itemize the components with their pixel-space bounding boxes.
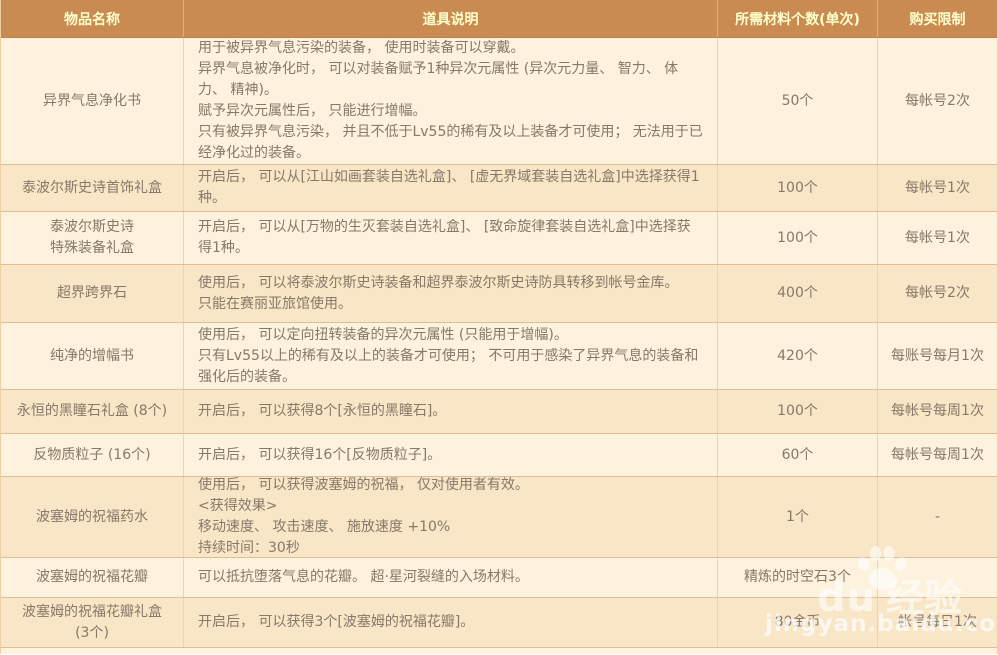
- item-description-cell: 用于被异界气息污染的装备， 使用时装备可以穿戴。 异界气息被净化时， 可以对装备…: [184, 38, 718, 164]
- table-row: 永恒的黑瞳石礼盒 (8个) 开启后， 可以获得8个[永恒的黑瞳石]。 100个 …: [1, 390, 997, 434]
- description-paragraph: 使用后， 可以将泰波尔斯史诗装备和超界泰波尔斯史诗防具转移到帐号金库。: [198, 274, 679, 291]
- item-description-cell: 开启后， 可以获得8个[永恒的黑瞳石]。: [184, 390, 718, 433]
- table-header-row: 物品名称 道具说明 所需材料个数(单次) 购买限制: [1, 0, 997, 38]
- item-name-cell: 波塞姆的祝福花瓣: [1, 558, 184, 597]
- item-name-cell: 泰波尔斯史诗 特殊装备礼盒: [1, 212, 184, 264]
- purchase-limit-cell: 帐号每日1次: [898, 614, 977, 630]
- material-count-cell: 精炼的时空石3个: [718, 558, 878, 597]
- description-paragraph: 开启后， 可以获得3个[波塞姆的祝福花瓣]。: [198, 614, 475, 630]
- description-paragraph: 移动速度、 攻击速度、 施放速度 +10%: [198, 519, 451, 535]
- item-name-line: 纯净的增幅书: [50, 347, 134, 364]
- item-description-cell: 使用后， 可以定向扭转装备的异次元属性 (只能用于增幅)。 只有Lv55以上的稀…: [184, 323, 718, 389]
- table-row: 波塞姆的祝福花瓣礼盒 (3个) 开启后， 可以获得3个[波塞姆的祝福花瓣]。 8…: [1, 598, 997, 648]
- purchase-limit-cell: [878, 558, 997, 597]
- description-paragraph: 开启后， 可以从[江山如画套装自选礼盒]、 [虚无界域套装自选礼盒]中选择获得1…: [198, 169, 700, 206]
- table-row: 纯净的增幅书 使用后， 可以定向扭转装备的异次元属性 (只能用于增幅)。 只有L…: [1, 323, 997, 390]
- description-paragraph: 持续时间：30秒: [198, 540, 300, 556]
- purchase-limit-cell: -: [934, 508, 941, 525]
- item-name-cell: 超界跨界石: [1, 265, 184, 322]
- description-paragraph: 使用后， 可以定向扭转装备的异次元属性 (只能用于增幅)。: [198, 326, 568, 343]
- item-description-cell: 开启后， 可以从[万物的生灭套装自选礼盒]、 [致命旋律套装自选礼盒]中选择获得…: [184, 212, 718, 264]
- item-name-cell: 永恒的黑瞳石礼盒 (8个): [1, 390, 184, 433]
- description-paragraph: 只有Lv55以上的稀有及以上的装备才可使用； 不可用于感染了异界气息的装备和强化…: [198, 347, 699, 385]
- purchase-limit-cell: 每帐号1次: [905, 179, 970, 196]
- item-name-line: 异界气息净化书: [43, 92, 141, 109]
- item-description-cell: 使用后， 可以获得波塞姆的祝福， 仅对使用者有效。 <获得效果> 移动速度、 攻…: [184, 477, 718, 557]
- purchase-limit-cell: 每帐号每周1次: [891, 446, 984, 463]
- material-count-cell: 80金币: [718, 598, 878, 647]
- column-header-item-name: 物品名称: [1, 0, 184, 37]
- item-name-line: 泰波尔斯史诗: [50, 219, 134, 235]
- item-name-cell: 异界气息净化书: [1, 38, 184, 164]
- table-row: 波塞姆的祝福花瓣 可以抵抗堕落气息的花瓣。 超·星河裂缝的入场材料。 精炼的时空…: [1, 558, 997, 598]
- item-name-cell: 反物质粒子 (16个): [1, 434, 184, 476]
- item-name-cell: 纯净的增幅书: [1, 323, 184, 389]
- item-description-cell: 开启后， 可以获得3个[波塞姆的祝福花瓣]。: [184, 598, 718, 647]
- material-count-cell: 1个: [718, 477, 878, 557]
- item-name-line: (3个): [75, 624, 109, 641]
- description-paragraph: 开启后， 可以获得8个[永恒的黑瞳石]。: [198, 403, 447, 419]
- material-count-cell: 420个: [718, 323, 878, 389]
- material-count-cell: 400个: [718, 265, 878, 322]
- table-row: 超界跨界石 使用后， 可以将泰波尔斯史诗装备和超界泰波尔斯史诗防具转移到帐号金库…: [1, 265, 997, 323]
- description-paragraph: 只能在赛丽亚旅馆使用。: [198, 295, 352, 312]
- item-name-cell: 波塞姆的祝福药水: [1, 477, 184, 557]
- item-name-line: 波塞姆的祝福花瓣礼盒: [22, 603, 162, 620]
- item-name-line: 反物质粒子 (16个): [33, 446, 151, 463]
- purchase-limit-cell: 每帐号2次: [905, 92, 970, 109]
- description-paragraph: 使用后， 可以获得波塞姆的祝福， 仅对使用者有效。: [198, 477, 529, 493]
- item-description-cell: 开启后， 可以获得16个[反物质粒子]。: [184, 434, 718, 476]
- column-header-purchase-limit: 购买限制: [909, 11, 966, 28]
- table-row: 反物质粒子 (16个) 开启后， 可以获得16个[反物质粒子]。 60个 每帐号…: [1, 434, 997, 477]
- description-paragraph: 开启后， 可以获得16个[反物质粒子]。: [198, 446, 442, 463]
- column-header-item-description: 道具说明: [184, 0, 718, 37]
- item-name-line: 超界跨界石: [57, 285, 127, 301]
- table-row: 泰波尔斯史诗首饰礼盒 开启后， 可以从[江山如画套装自选礼盒]、 [虚无界域套装…: [1, 165, 997, 212]
- description-paragraph: 可以抵抗堕落气息的花瓣。 超·星河裂缝的入场材料。: [198, 569, 529, 585]
- purchase-limit-cell: 每账号每月1次: [891, 347, 984, 364]
- description-paragraph: <获得效果>: [198, 498, 278, 514]
- description-paragraph: 异界气息被净化时， 可以对装备赋予1种异次元属性 (异次元力量、 智力、 体力、…: [198, 61, 679, 98]
- item-name-line: 波塞姆的祝福花瓣: [36, 569, 148, 585]
- material-count-cell: 60个: [718, 434, 878, 476]
- material-count-cell: 100个: [718, 212, 878, 264]
- description-paragraph: 用于被异界气息污染的装备， 使用时装备可以穿戴。: [198, 40, 525, 56]
- table-body: 异界气息净化书 用于被异界气息污染的装备， 使用时装备可以穿戴。 异界气息被净化…: [1, 38, 997, 648]
- purchase-limit-cell: 每帐号每周1次: [891, 403, 984, 419]
- column-header-material-count: 所需材料个数(单次): [718, 0, 878, 37]
- purchase-limit-cell: 每帐号2次: [905, 285, 970, 301]
- material-count-cell: 100个: [718, 390, 878, 433]
- item-name-line: 泰波尔斯史诗首饰礼盒: [22, 179, 162, 196]
- item-description-cell: 可以抵抗堕落气息的花瓣。 超·星河裂缝的入场材料。: [184, 558, 718, 597]
- item-name-line: 永恒的黑瞳石礼盒 (8个): [16, 403, 168, 419]
- partial-next-row: [1, 648, 997, 654]
- description-paragraph: 赋予异次元属性后， 只能进行增幅。: [198, 103, 427, 119]
- item-description-cell: 开启后， 可以从[江山如画套装自选礼盒]、 [虚无界域套装自选礼盒]中选择获得1…: [184, 165, 718, 211]
- table-row: 泰波尔斯史诗 特殊装备礼盒 开启后， 可以从[万物的生灭套装自选礼盒]、 [致命…: [1, 212, 997, 265]
- item-name-cell: 波塞姆的祝福花瓣礼盒 (3个): [1, 598, 184, 647]
- table-row: 波塞姆的祝福药水 使用后， 可以获得波塞姆的祝福， 仅对使用者有效。 <获得效果…: [1, 477, 997, 558]
- item-name-line: 特殊装备礼盒: [50, 240, 134, 256]
- description-paragraph: 只有被异界气息污染， 并且不低于Lv55的稀有及以上装备才可使用； 无法用于已经…: [198, 124, 703, 161]
- item-name-cell: 泰波尔斯史诗首饰礼盒: [1, 165, 184, 211]
- material-count-cell: 50个: [718, 38, 878, 164]
- item-description-cell: 使用后， 可以将泰波尔斯史诗装备和超界泰波尔斯史诗防具转移到帐号金库。 只能在赛…: [184, 265, 718, 322]
- description-paragraph: 开启后， 可以从[万物的生灭套装自选礼盒]、 [致命旋律套装自选礼盒]中选择获得…: [198, 219, 691, 256]
- table-row: 异界气息净化书 用于被异界气息污染的装备， 使用时装备可以穿戴。 异界气息被净化…: [1, 38, 997, 165]
- material-count-cell: 100个: [718, 165, 878, 211]
- purchase-limit-cell: 每帐号1次: [905, 229, 970, 246]
- item-name-line: 波塞姆的祝福药水: [36, 508, 148, 525]
